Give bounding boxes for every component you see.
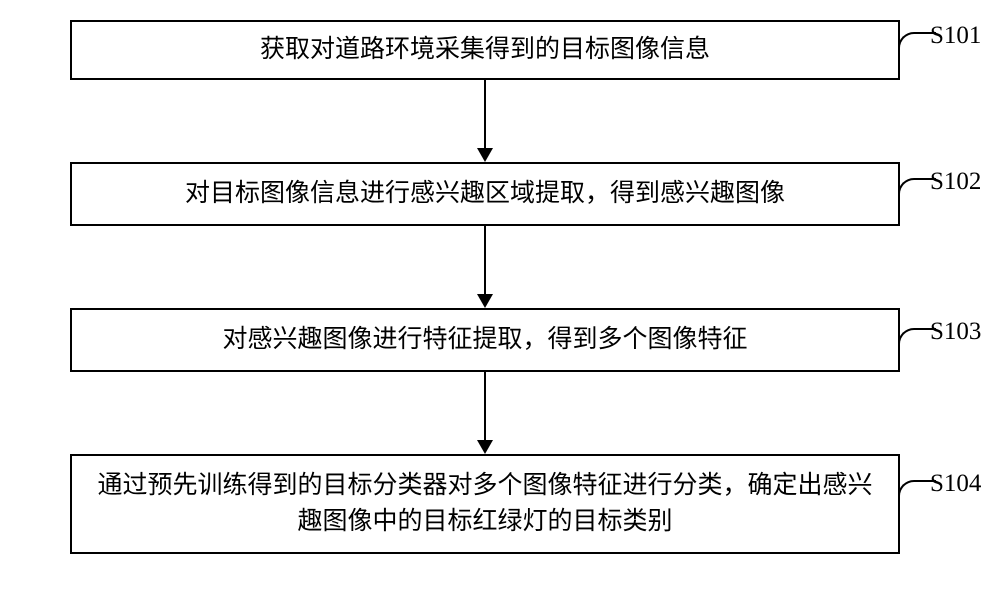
arrow-line: [484, 372, 486, 440]
step-text: 对目标图像信息进行感兴趣区域提取，得到感兴趣图像: [185, 176, 785, 212]
step-label-s102: S102: [930, 168, 981, 196]
step-label-s104: S104: [930, 470, 981, 498]
step-box-s101: 获取对道路环境采集得到的目标图像信息: [70, 20, 900, 80]
step-label-s101: S101: [930, 22, 981, 50]
step-text: 对感兴趣图像进行特征提取，得到多个图像特征: [222, 322, 747, 358]
arrow-head-icon: [477, 148, 493, 162]
step-label-s103: S103: [930, 318, 981, 346]
arrow-line: [484, 226, 486, 294]
step-box-s104: 通过预先训练得到的目标分类器对多个图像特征进行分类，确定出感兴趣图像中的目标红绿…: [70, 454, 900, 554]
step-box-s102: 对目标图像信息进行感兴趣区域提取，得到感兴趣图像: [70, 162, 900, 226]
step-box-s103: 对感兴趣图像进行特征提取，得到多个图像特征: [70, 308, 900, 372]
step-text: 通过预先训练得到的目标分类器对多个图像特征进行分类，确定出感兴趣图像中的目标红绿…: [86, 468, 884, 541]
flowchart-container: 获取对道路环境采集得到的目标图像信息 对目标图像信息进行感兴趣区域提取，得到感兴…: [70, 20, 900, 554]
arrow-3: [477, 372, 493, 454]
step-text: 获取对道路环境采集得到的目标图像信息: [260, 32, 710, 68]
arrow-1: [477, 80, 493, 162]
arrow-head-icon: [477, 294, 493, 308]
arrow-2: [477, 226, 493, 308]
arrow-line: [484, 80, 486, 148]
arrow-head-icon: [477, 440, 493, 454]
